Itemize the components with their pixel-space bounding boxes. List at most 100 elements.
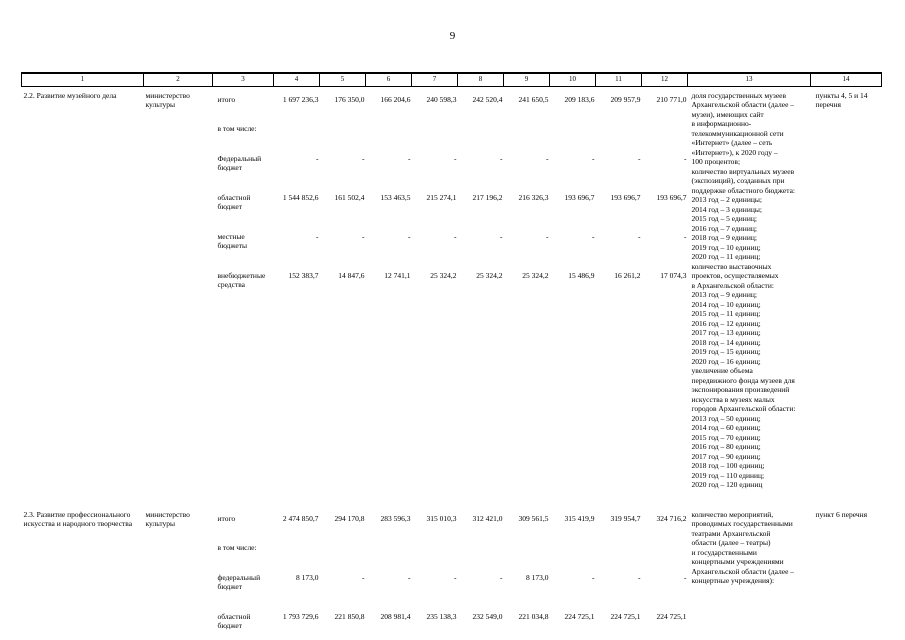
funding-row: итого 2 474 850,7 294 170,8 283 596,3 315 01…	[215, 510, 690, 540]
column-number-1: 1	[21, 72, 144, 87]
funding-row: областной бюджет 1 793 729,6 221 850,8 208 …	[215, 608, 690, 640]
funding-value: 324 716,2	[656, 513, 687, 523]
column-number-4: 4	[273, 72, 320, 87]
funding-value	[644, 120, 690, 150]
funding-value: 224 725,1	[564, 611, 595, 621]
funding-value: -	[316, 153, 319, 163]
funding-value	[322, 120, 368, 150]
funding-value: 235 138,3	[426, 611, 457, 621]
funding-value	[368, 539, 414, 569]
funding-row: внебюджетные средства 152 383,7 14 847,6 12…	[215, 267, 690, 306]
funding-value	[368, 120, 414, 150]
funding-value	[460, 539, 506, 569]
column-number-6: 6	[365, 72, 412, 87]
program-executor: министерство культуры	[145, 509, 190, 529]
program-row: 2.2. Развитие музейного дела министерство…	[22, 86, 882, 506]
funding-value	[644, 539, 690, 569]
column-number-14: 14	[810, 72, 882, 87]
column-number-13: 13	[687, 72, 811, 87]
funding-value: 25 324,2	[476, 270, 503, 280]
funding-value	[598, 120, 644, 150]
program-name: 2.2. Развитие музейного дела	[23, 90, 117, 100]
funding-row: местные бюджеты - - - - - - - - -	[215, 228, 690, 267]
column-number-12: 12	[641, 72, 688, 87]
funding-value: 312 421,0	[472, 513, 503, 523]
funding-value	[414, 539, 460, 569]
column-number-7: 7	[411, 72, 458, 87]
funding-value: 209 957,9	[610, 94, 641, 104]
funding-value: 315 419,9	[564, 513, 595, 523]
funding-value: -	[500, 153, 503, 163]
funding-value: 294 170,8	[334, 513, 365, 523]
funding-value: -	[500, 572, 503, 582]
table-body: 2.2. Развитие музейного дела министерство…	[22, 86, 882, 640]
funding-value: 15 486,9	[568, 270, 595, 280]
funding-value: 232 549,0	[472, 611, 503, 621]
funding-value: -	[638, 572, 641, 582]
funding-value: -	[454, 153, 457, 163]
funding-value: 217 196,2	[472, 192, 503, 202]
funding-value: 176 350,0	[334, 94, 365, 104]
funding-row: областной бюджет 1 544 852,6 161 502,4 153 …	[215, 189, 690, 228]
funding-value: 2 474 850,7	[282, 513, 319, 523]
column-number-9: 9	[503, 72, 550, 87]
program-indicators: доля государственных музеев Архангельско…	[691, 90, 796, 490]
funding-value: 224 725,1	[610, 611, 641, 621]
budget-table: 1 2 3 4 5 6 7 8 9 10 11 12 13 14 2.2. Развитие музейн…	[21, 72, 882, 640]
column-number-8: 8	[457, 72, 504, 87]
funding-value: 153 463,5	[380, 192, 411, 202]
table-header-row: 1 2 3 4 5 6 7 8 9 10 11 12 13 14	[21, 72, 882, 87]
funding-breakdown: итого 1 697 236,3 176 350,0 166 204,6 240 59…	[215, 91, 690, 306]
funding-value: -	[592, 572, 595, 582]
funding-value: 12 741,1	[384, 270, 411, 280]
funding-value	[506, 120, 552, 150]
funding-value: 152 383,7	[288, 270, 319, 280]
funding-value: 315 010,3	[426, 513, 457, 523]
funding-value: -	[362, 231, 365, 241]
funding-source-label: итого	[217, 513, 236, 523]
funding-source-label: Федеральный бюджет	[217, 153, 262, 173]
funding-value: 215 274,1	[426, 192, 457, 202]
funding-value: 210 771,0	[656, 94, 687, 104]
funding-value: 14 847,6	[338, 270, 365, 280]
funding-value: -	[592, 153, 595, 163]
program-executor: министерство культуры	[145, 90, 190, 110]
funding-row: федеральный бюджет 8 173,0 - - - - 8 173,0 - - -	[215, 569, 690, 608]
funding-value: 17 074,3	[660, 270, 687, 280]
program-row: 2.3. Развитие профессионального искусств…	[22, 506, 882, 640]
funding-value: 193 696,7	[610, 192, 641, 202]
column-number-2: 2	[143, 72, 213, 87]
program-reference: пункт 6 перечня	[815, 509, 868, 519]
funding-value: 193 696,7	[564, 192, 595, 202]
funding-value: 216 326,3	[518, 192, 549, 202]
column-number-11: 11	[595, 72, 642, 87]
funding-value: 240 598,3	[426, 94, 457, 104]
funding-value: -	[500, 231, 503, 241]
page-number: 9	[449, 30, 456, 42]
funding-value: -	[362, 572, 365, 582]
funding-value	[598, 539, 644, 569]
funding-breakdown: итого 2 474 850,7 294 170,8 283 596,3 315 01…	[215, 510, 690, 640]
funding-value: -	[408, 231, 411, 241]
program-reference: пункты 4, 5 и 14 перечня	[815, 90, 868, 110]
funding-value: -	[316, 231, 319, 241]
funding-value: 193 696,7	[656, 192, 687, 202]
funding-source-label: областной бюджет	[217, 611, 251, 631]
funding-value: 16 261,2	[614, 270, 641, 280]
funding-value: 208 981,4	[380, 611, 411, 621]
funding-value: 8 173,0	[296, 572, 319, 582]
funding-source-label: федеральный бюджет	[217, 572, 261, 592]
funding-value	[322, 539, 368, 569]
funding-value: -	[454, 572, 457, 582]
funding-value: -	[638, 231, 641, 241]
funding-value: 309 561,5	[518, 513, 549, 523]
funding-source-label: в том числе:	[217, 124, 257, 133]
funding-value: 1 697 236,3	[282, 94, 319, 104]
funding-value: -	[684, 572, 687, 582]
funding-value	[276, 120, 322, 150]
funding-value	[414, 120, 460, 150]
funding-row: Федеральный бюджет - - - - - - - - -	[215, 150, 690, 189]
funding-value: 283 596,3	[380, 513, 411, 523]
funding-source-label: внебюджетные средства	[217, 270, 266, 290]
funding-value: 25 324,2	[430, 270, 457, 280]
